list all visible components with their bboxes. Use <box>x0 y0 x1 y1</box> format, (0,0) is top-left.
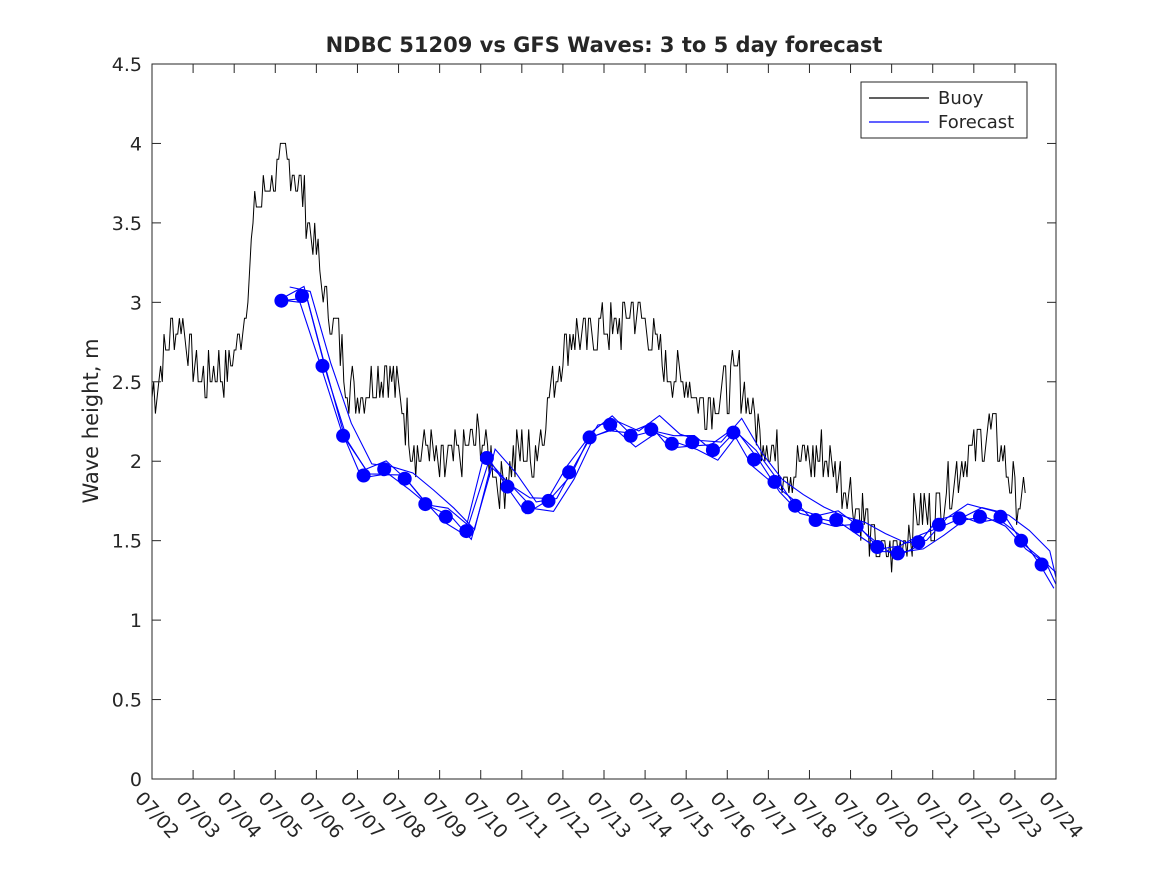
forecast-point <box>993 509 1008 524</box>
forecast-point <box>664 436 679 451</box>
forecast-point <box>418 497 433 512</box>
y-tick-label: 2 <box>130 451 142 473</box>
legend-label-buoy: Buoy <box>938 88 984 109</box>
forecast-point <box>952 511 967 526</box>
y-tick-label: 0.5 <box>112 690 142 712</box>
y-tick-label: 4.5 <box>112 54 142 76</box>
forecast-point <box>931 517 946 532</box>
y-tick-label: 0 <box>130 769 142 791</box>
forecast-point <box>541 493 556 508</box>
forecast-point <box>788 498 803 513</box>
forecast-point <box>685 435 700 450</box>
forecast-point <box>397 471 412 486</box>
forecast-point <box>747 452 761 467</box>
forecast-point <box>562 465 577 480</box>
forecast-point <box>521 500 535 515</box>
forecast-point <box>603 417 618 432</box>
y-tick-label: 1.5 <box>112 531 142 553</box>
legend-label-forecast: Forecast <box>938 112 1014 133</box>
forecast-point <box>438 509 453 524</box>
legend-box <box>860 81 1028 139</box>
forecast-point <box>890 546 905 561</box>
forecast-point <box>705 443 720 458</box>
forecast-point <box>1034 557 1049 572</box>
forecast-point <box>808 513 823 527</box>
plot-area <box>151 142 1057 589</box>
forecast-point <box>295 289 309 303</box>
chart-title: NDBC 51209 vs GFS Waves: 3 to 5 day fore… <box>326 33 883 57</box>
buoy-series-line <box>151 142 1026 573</box>
forecast-point <box>644 422 659 437</box>
forecast-point <box>870 540 885 554</box>
forecast-point <box>274 293 289 308</box>
legend: Buoy Forecast <box>860 81 1028 139</box>
forecast-point <box>356 468 371 483</box>
y-tick-label: 3 <box>130 292 142 314</box>
y-tick-label: 1 <box>130 610 142 632</box>
forecast-point <box>911 535 926 550</box>
forecast-point <box>582 430 597 445</box>
forecast-point <box>767 474 782 489</box>
forecast-point <box>726 425 741 440</box>
forecast-point <box>1014 533 1029 548</box>
forecast-point <box>623 428 638 443</box>
y-tick-label: 4 <box>130 133 142 155</box>
forecast-point <box>500 479 515 494</box>
forecast-point <box>315 358 330 373</box>
forecast-point <box>377 462 392 477</box>
y-tick-label: 3.5 <box>112 213 142 235</box>
y-axis: 0 0.5 1 1.5 2 2.5 3 3.5 4 4.5 <box>112 54 1056 791</box>
forecast-point <box>336 428 351 443</box>
forecast-point <box>829 513 844 527</box>
y-axis-label: Wave height, m <box>79 338 103 503</box>
forecast-point <box>849 519 864 534</box>
forecast-point <box>973 509 987 524</box>
y-tick-label: 2.5 <box>112 372 142 394</box>
forecast-point <box>479 451 494 465</box>
forecast-point <box>459 524 474 539</box>
